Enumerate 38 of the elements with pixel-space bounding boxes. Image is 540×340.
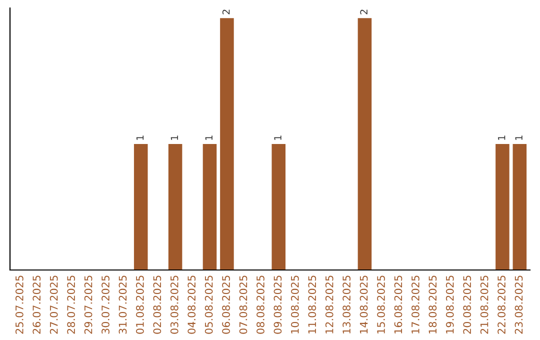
data-label: 1 [274, 136, 282, 140]
x-tick-label: 01.08.2025 [136, 276, 144, 334]
x-tick-label: 27.07.2025 [50, 276, 58, 334]
data-label: 2 [360, 10, 368, 14]
x-tick-label: 02.08.2025 [153, 276, 162, 334]
x-tick-label: 13.08.2025 [342, 276, 351, 334]
x-tick-label: 21.08.2025 [480, 276, 488, 334]
x-tick-label: 22.08.2025 [498, 276, 506, 334]
x-tick-label: 17.08.2025 [412, 276, 420, 334]
x-tick-label: 25.07.2025 [15, 276, 24, 334]
x-tick-label: 07.08.2025 [239, 276, 248, 334]
x-tick-label: 31.07.2025 [118, 276, 127, 334]
x-tick-label: 20.08.2025 [463, 276, 472, 334]
x-tick-label: 09.08.2025 [274, 276, 282, 334]
x-tick-label: 06.08.2025 [222, 276, 230, 334]
x-tick-label: 03.08.2025 [170, 276, 178, 334]
x-tick-label: 28.07.2025 [67, 276, 76, 334]
x-tick-label: 05.08.2025 [204, 276, 213, 334]
x-tick-label: 26.07.2025 [32, 276, 41, 334]
data-label: 1 [170, 136, 178, 140]
data-label: 1 [205, 136, 212, 140]
data-label: 1 [136, 136, 144, 140]
data-label: 2 [222, 10, 230, 14]
x-tick-label: 16.08.2025 [394, 276, 402, 334]
x-tick-label: 12.08.2025 [325, 276, 334, 334]
x-tick-label: 04.08.2025 [188, 276, 196, 334]
x-tick-label: 11.08.2025 [308, 276, 316, 334]
x-tick-label: 14.08.2025 [360, 276, 368, 334]
x-tick-label: 15.08.2025 [377, 276, 385, 334]
x-tick-label: 08.08.2025 [256, 276, 264, 334]
data-label: 1 [498, 136, 506, 140]
x-tick-label: 19.08.2025 [446, 276, 454, 334]
x-tick-label: 10.08.2025 [290, 276, 299, 334]
x-tick-label: 18.08.2025 [428, 276, 437, 334]
x-tick-label: 29.07.2025 [84, 276, 92, 334]
data-label: 1 [515, 136, 522, 140]
x-tick-label: 23.08.2025 [514, 276, 523, 334]
x-tick-label: 30.07.2025 [102, 276, 110, 334]
